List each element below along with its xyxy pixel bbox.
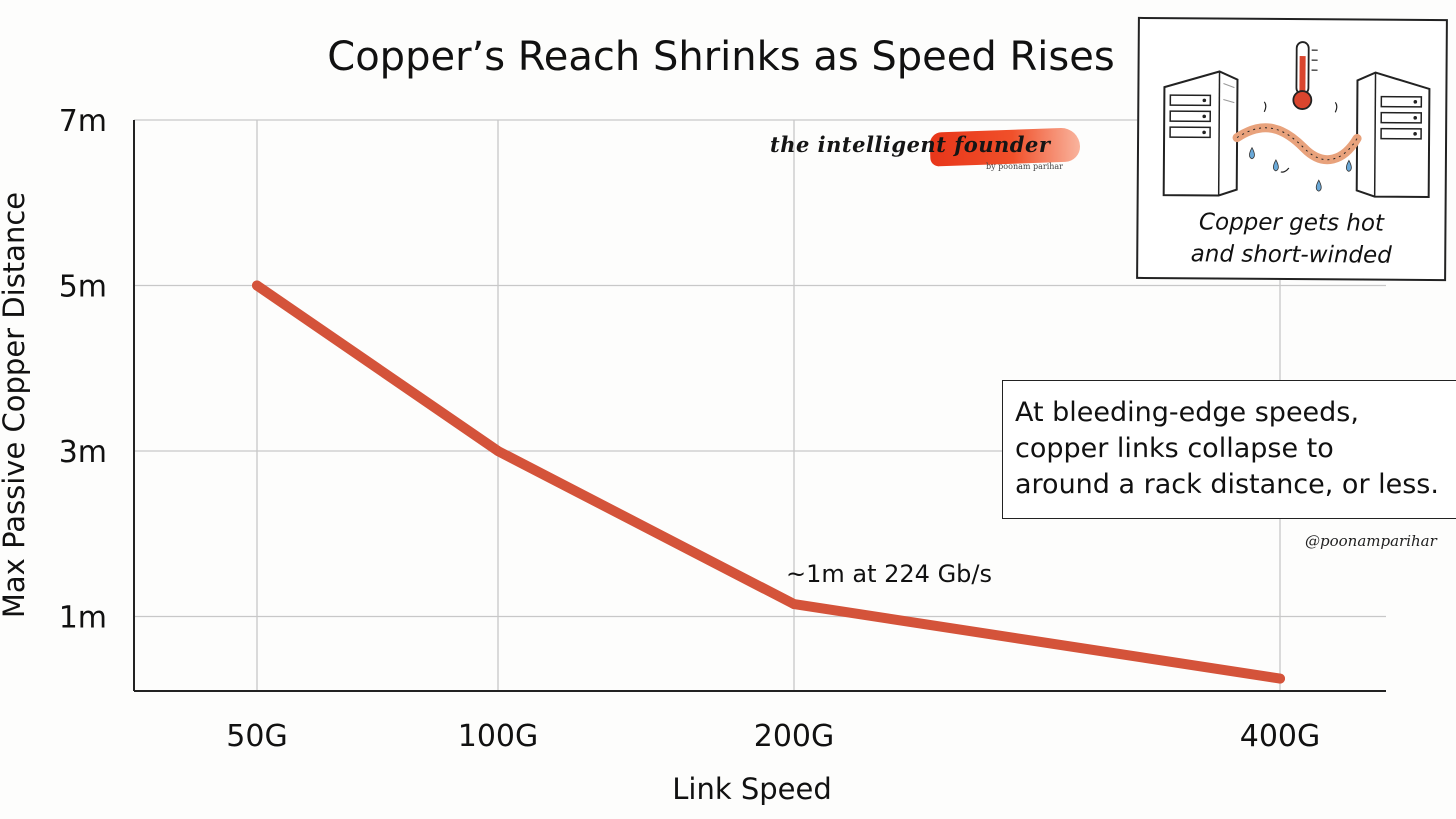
heat-marks-icon [1263,101,1338,173]
x-tick-label: 200G [754,719,835,754]
data-point [493,446,503,457]
sketch-caption-line1: Copper gets hot [1198,209,1385,237]
sketch-caption-line2: and short-winded [1190,241,1392,269]
series-layer [252,280,1285,684]
y-tick-label: 5m [59,270,107,305]
series-line [252,280,1285,684]
callout-line: copper links collapse to [1015,433,1334,464]
copper-cable-icon [1232,123,1362,165]
x-axis-label: Link Speed [672,772,832,806]
logo-text: the intelligent founder [770,132,1051,157]
y-tick-label: 3m [59,435,107,470]
sweat-drops-icon [1249,146,1352,192]
author-handle: @poonamparihar [1305,532,1437,550]
servers-cable-illustration [1162,41,1431,198]
logo-byline: by poonam parihar [986,162,1064,171]
x-tick-label: 400G [1240,719,1321,754]
y-axis-label: Max Passive Copper Distance [0,192,31,618]
x-tick-label: 100G [458,719,539,754]
server-left-icon [1162,70,1239,197]
server-right-icon [1355,71,1431,198]
callout-line: At bleeding-edge speeds, [1015,397,1359,428]
thermometer-icon [1292,41,1318,110]
callout-box: At bleeding-edge speeds, copper links co… [1002,380,1456,519]
annotation-224g: ~1m at 224 Gb/s [786,560,992,588]
y-tick-labels: 1m 3m 5m 7m [59,104,107,636]
y-tick-label: 1m [59,601,107,636]
y-tick-label: 7m [59,104,107,139]
data-point [789,599,799,610]
brand-logo: the intelligent founder by poonam pariha… [770,127,1081,174]
chart-title: Copper’s Reach Shrinks as Speed Rises [327,34,1114,80]
x-tick-label: 50G [226,719,287,754]
callout-line: around a rack distance, or less. [1015,469,1439,500]
data-point [1275,673,1285,684]
data-point [252,280,262,291]
x-tick-labels: 50G 100G 200G 400G [226,719,1320,754]
sketch-illustration: Copper gets hot and short-winded [1136,16,1448,282]
